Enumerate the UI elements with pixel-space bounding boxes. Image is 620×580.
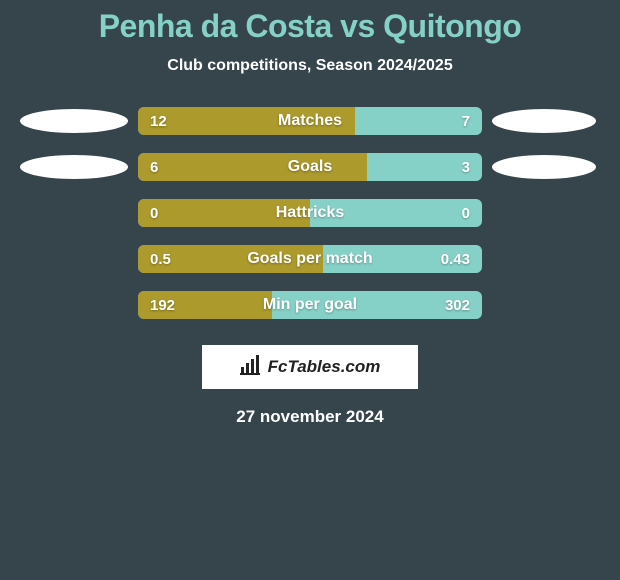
stat-bar: 6 Goals 3 bbox=[138, 153, 482, 181]
stat-label: Min per goal bbox=[138, 291, 482, 319]
stat-bar: 192 Min per goal 302 bbox=[138, 291, 482, 319]
page-title: Penha da Costa vs Quitongo bbox=[0, 8, 620, 45]
stat-bar: 12 Matches 7 bbox=[138, 107, 482, 135]
player-right-avatars bbox=[492, 107, 600, 179]
stat-value-right: 3 bbox=[462, 153, 470, 181]
stats-area: 12 Matches 7 6 Goals 3 0 Hattricks 0 0.5… bbox=[0, 107, 620, 319]
stat-value-right: 0.43 bbox=[441, 245, 470, 273]
stat-bar: 0 Hattricks 0 bbox=[138, 199, 482, 227]
brand-text: FcTables.com bbox=[268, 357, 381, 377]
stat-label: Matches bbox=[138, 107, 482, 135]
avatar bbox=[20, 109, 128, 133]
date-text: 27 november 2024 bbox=[0, 407, 620, 427]
brand-badge: FcTables.com bbox=[202, 345, 418, 389]
chart-icon bbox=[240, 355, 262, 380]
subtitle: Club competitions, Season 2024/2025 bbox=[0, 57, 620, 75]
stat-value-right: 0 bbox=[462, 199, 470, 227]
stat-label: Goals per match bbox=[138, 245, 482, 273]
stat-label: Hattricks bbox=[138, 199, 482, 227]
avatar bbox=[492, 155, 596, 179]
stat-value-right: 7 bbox=[462, 107, 470, 135]
stat-bars: 12 Matches 7 6 Goals 3 0 Hattricks 0 0.5… bbox=[138, 107, 482, 319]
stat-value-right: 302 bbox=[445, 291, 470, 319]
avatar bbox=[492, 109, 596, 133]
stat-bar: 0.5 Goals per match 0.43 bbox=[138, 245, 482, 273]
player-left-avatars bbox=[20, 107, 128, 179]
avatar bbox=[20, 155, 128, 179]
stat-label: Goals bbox=[138, 153, 482, 181]
